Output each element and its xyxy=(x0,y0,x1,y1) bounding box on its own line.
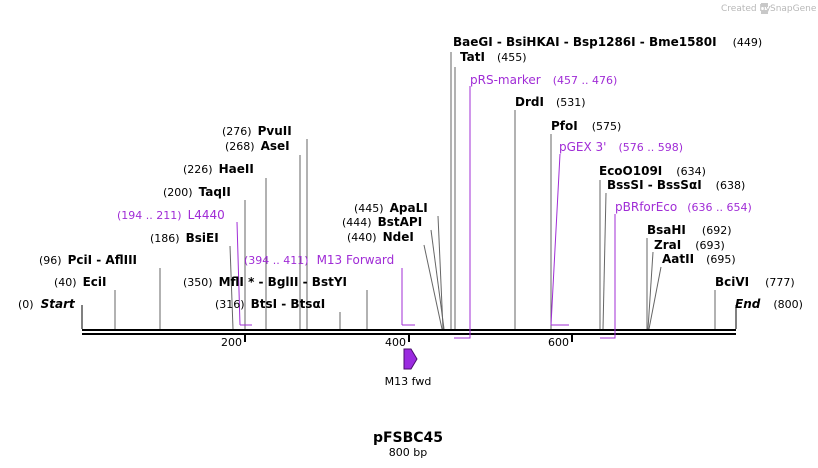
backbone xyxy=(81,305,737,335)
end-label: End (800) xyxy=(735,297,803,311)
plasmid-name: pFSBC45 xyxy=(373,430,443,446)
enzyme-mfli: (350) MflI * - BglII - BstYI xyxy=(183,275,347,289)
enzyme-apali: (445) ApaLI xyxy=(354,201,428,215)
enzyme-pfoi: PfoI (575) xyxy=(551,119,621,133)
enzyme-pvuii: (276) PvuII xyxy=(222,124,292,138)
enzyme-ecoo109i: EcoO109I (634) xyxy=(599,164,706,178)
plasmid-length: 800 bp xyxy=(389,446,427,459)
enzyme-baegi: BaeGI - BsiHKAI - Bsp1286I - Bme1580I (44… xyxy=(453,35,762,49)
enzyme-leader-lines xyxy=(114,52,716,330)
tick-label: 400 xyxy=(385,336,406,349)
feature-l4440: (194 .. 211) L4440 xyxy=(117,208,225,222)
leader-ndei xyxy=(423,244,443,330)
enzyme-tati: TatI (455) xyxy=(460,50,527,64)
enzyme-ecii: (40) EciI xyxy=(54,275,106,289)
primer-m13-fwd[interactable]: M13 fwd xyxy=(385,348,432,388)
leader-bsiei xyxy=(229,245,234,330)
enzyme-drdi: DrdI (531) xyxy=(515,95,586,109)
enzyme-taqii: (200) TaqII xyxy=(163,185,231,199)
feature-bracket-pgex3 xyxy=(550,153,569,326)
ends: (0) Start End (800) xyxy=(18,297,803,311)
feature-bracket-pbrforeco xyxy=(600,214,616,339)
feature-bracket-l4440 xyxy=(236,221,252,326)
leader-aatii xyxy=(648,266,662,330)
credit-prefix: Created by xyxy=(721,4,771,14)
primer-arrow-icon xyxy=(403,348,418,370)
map-title-block: pFSBC45 800 bp xyxy=(373,430,443,459)
enzyme-labels: BaeGI - BsiHKAI - Bsp1286I - Bme1580I (44… xyxy=(39,35,795,311)
leader-bstapi xyxy=(430,229,445,330)
enzyme-aatii: AatII (695) xyxy=(662,252,736,266)
feature-marks xyxy=(236,86,616,339)
tick-label: 200 xyxy=(221,336,242,349)
tick-label: 600 xyxy=(548,336,569,349)
enzyme-ndei: (440) NdeI xyxy=(347,230,414,244)
enzyme-zrai: ZraI (693) xyxy=(654,238,725,252)
feature-bracket-m13forward xyxy=(401,268,415,326)
leader-zrai xyxy=(647,251,654,330)
enzyme-pcii: (96) PciI - AflIII xyxy=(39,253,137,267)
snapgene-credit: Created by SnapGene xyxy=(721,3,817,14)
enzyme-bcivi: BciVI (777) xyxy=(715,275,795,289)
enzyme-bsiei: (186) BsiEI xyxy=(150,231,219,245)
enzyme-haeii: (226) HaeII xyxy=(183,162,254,176)
feature-pgex3: pGEX 3' (576 .. 598) xyxy=(559,140,683,154)
feature-pbrforeco: pBRforEco (636 .. 654) xyxy=(615,200,752,214)
snapgene-logo-icon xyxy=(761,3,768,14)
scale: 200 400 600 xyxy=(221,334,573,349)
leader-bsssi xyxy=(602,192,607,330)
enzyme-bsahi: BsaHI (692) xyxy=(647,223,732,237)
enzyme-asei: (268) AseI xyxy=(225,139,290,153)
feature-m13forward: (394 .. 411) M13 Forward xyxy=(244,253,394,267)
feature-bracket-prsmarker xyxy=(454,86,471,339)
enzyme-bstapi: (444) BstAPI xyxy=(342,215,422,229)
start-label: (0) Start xyxy=(18,297,76,311)
enzyme-bsssi: BssSI - BssSαI (638) xyxy=(607,178,745,192)
primer-label: M13 fwd xyxy=(385,375,432,388)
enzyme-btsi: (316) BtsI - BtsαI xyxy=(215,297,325,311)
leader-apali xyxy=(437,215,444,330)
feature-prsmarker: pRS-marker (457 .. 476) xyxy=(470,73,617,87)
credit-brand: SnapGene xyxy=(770,4,817,14)
feature-labels: (194 .. 211) L4440 (394 .. 411) M13 Forwar… xyxy=(117,73,752,267)
